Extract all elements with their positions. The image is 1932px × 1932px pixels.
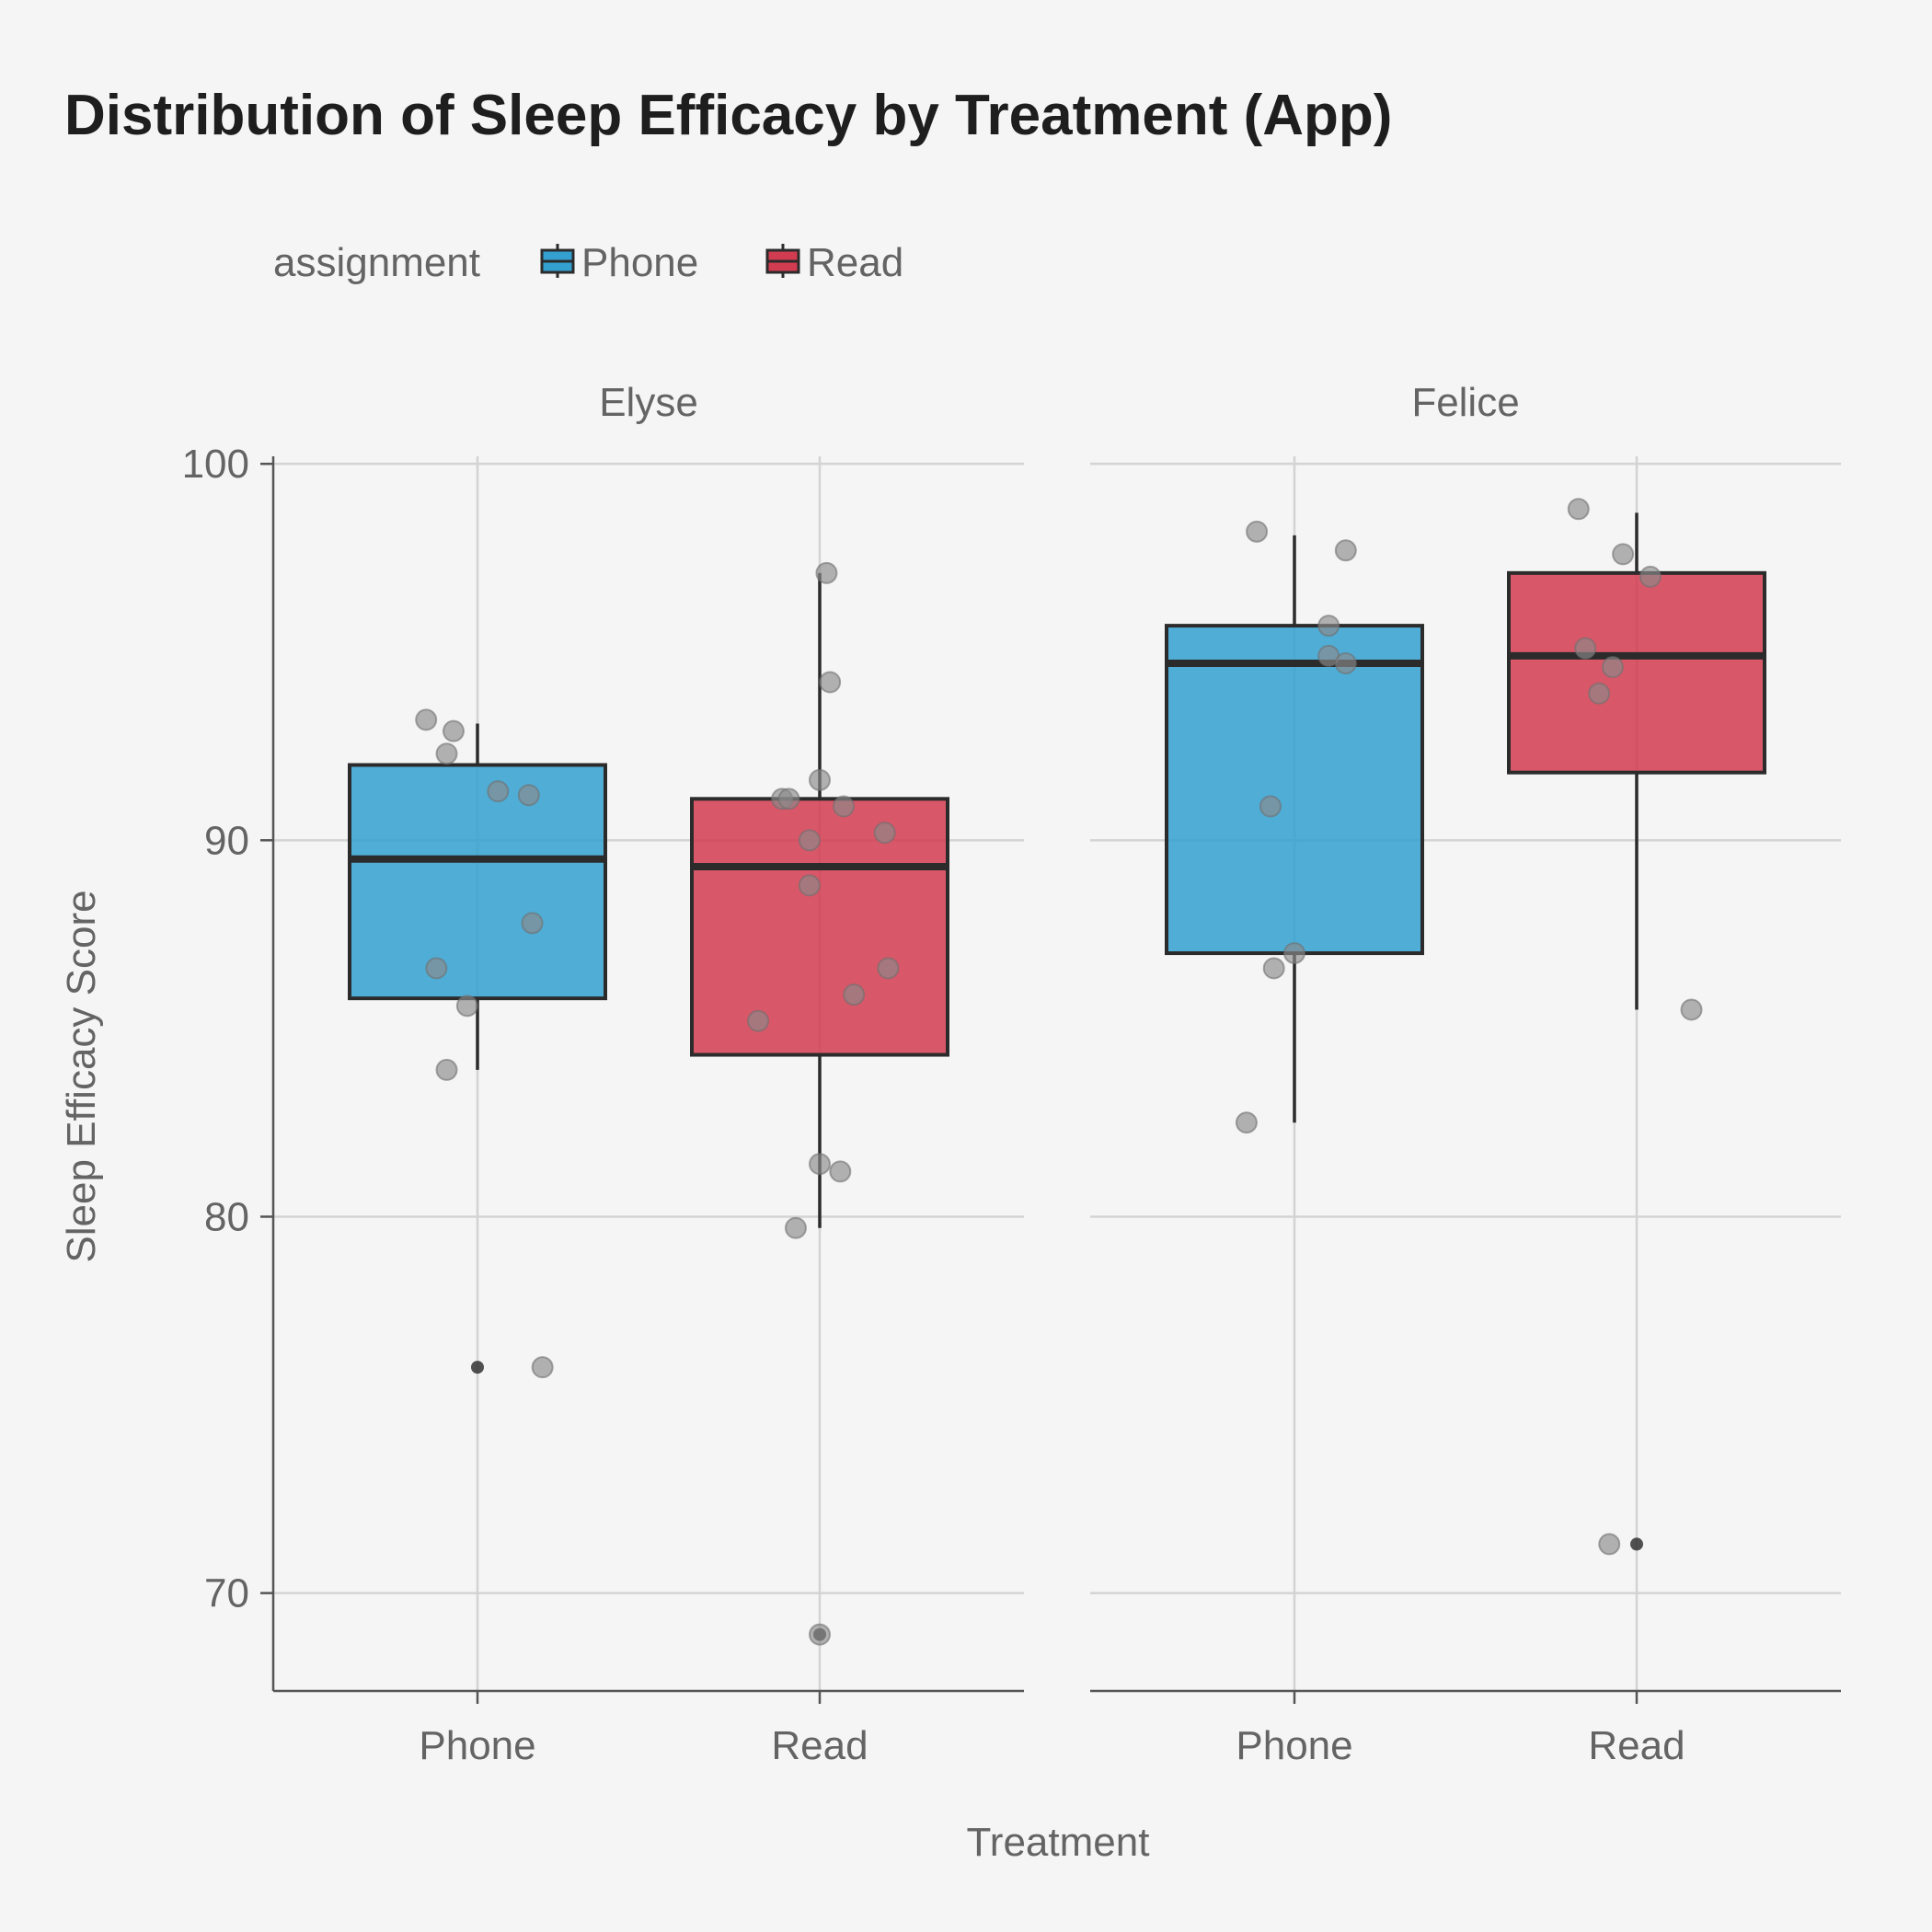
data-point xyxy=(747,1009,770,1032)
data-point xyxy=(487,780,510,803)
box-iqr xyxy=(348,763,607,1001)
facet-label-elyse: Elyse xyxy=(599,380,698,425)
data-point xyxy=(435,1058,458,1081)
outlier-point xyxy=(471,1361,484,1374)
box-read xyxy=(1507,512,1766,1551)
data-point xyxy=(415,708,438,731)
data-point xyxy=(425,957,448,980)
data-point xyxy=(435,742,458,765)
data-point xyxy=(517,784,540,807)
data-point xyxy=(1601,656,1624,679)
data-point xyxy=(1283,942,1305,965)
y-tick-label: 90 xyxy=(204,818,249,863)
legend-label-read: Read xyxy=(807,240,903,285)
box-iqr xyxy=(1507,570,1766,775)
facet-label-felice: Felice xyxy=(1411,380,1519,425)
data-point xyxy=(455,995,478,1018)
box-phone xyxy=(1165,535,1424,1123)
box-phone xyxy=(348,723,607,1374)
data-point xyxy=(819,671,842,694)
data-point xyxy=(809,768,831,791)
data-point xyxy=(784,1216,807,1239)
data-point xyxy=(777,788,800,811)
data-point xyxy=(1588,682,1611,705)
legend-item-phone: Phone xyxy=(540,240,698,285)
data-point xyxy=(442,719,465,742)
data-point xyxy=(1334,652,1357,675)
data-point xyxy=(798,874,821,897)
x-tick-label: Phone xyxy=(419,1723,535,1768)
data-point xyxy=(833,795,856,818)
data-point xyxy=(809,1153,831,1176)
chart-title: Distribution of Sleep Efficacy by Treatm… xyxy=(64,84,1392,147)
data-point xyxy=(873,822,896,845)
data-point xyxy=(1680,998,1703,1021)
data-point xyxy=(1612,543,1635,566)
y-axis-title: Sleep Efficacy Score xyxy=(59,890,104,1262)
outlier-point xyxy=(1630,1537,1643,1551)
data-point xyxy=(829,1160,852,1183)
data-point xyxy=(531,1356,554,1379)
data-point xyxy=(1246,520,1269,543)
legend: assignment Phone Read xyxy=(273,240,903,285)
data-point xyxy=(877,957,900,980)
y-tick-label: 70 xyxy=(204,1571,249,1616)
data-point xyxy=(1598,1533,1621,1556)
data-point xyxy=(1317,615,1340,638)
legend-item-read: Read xyxy=(765,240,903,285)
data-point xyxy=(1567,498,1590,521)
data-point xyxy=(1574,637,1597,660)
x-axis-title: Treatment xyxy=(967,1820,1150,1865)
legend-label-phone: Phone xyxy=(581,240,698,285)
data-point xyxy=(815,561,838,584)
data-point xyxy=(1259,795,1282,818)
data-point xyxy=(1639,565,1662,588)
y-tick-label: 100 xyxy=(182,442,249,487)
x-tick-label: Phone xyxy=(1236,1723,1352,1768)
panel-elyse: Elyse Phone Read 70 80 90 100 xyxy=(182,380,1024,1768)
panel-felice: Felice Phone Read xyxy=(1090,380,1841,1768)
data-point xyxy=(798,829,821,852)
x-tick-label: Read xyxy=(1588,1723,1685,1768)
x-tick-label: Read xyxy=(771,1723,868,1768)
data-point xyxy=(521,912,544,935)
y-tick-label: 80 xyxy=(204,1194,249,1239)
legend-title: assignment xyxy=(273,240,480,285)
plot-area: Elyse Phone Read 70 80 90 100 Felice Phone Read xyxy=(182,380,1841,1768)
data-point xyxy=(843,983,866,1006)
box-iqr xyxy=(1165,624,1424,956)
data-point xyxy=(1262,957,1285,980)
data-point xyxy=(1235,1111,1258,1134)
data-point xyxy=(809,1623,831,1646)
data-point xyxy=(1334,539,1357,562)
